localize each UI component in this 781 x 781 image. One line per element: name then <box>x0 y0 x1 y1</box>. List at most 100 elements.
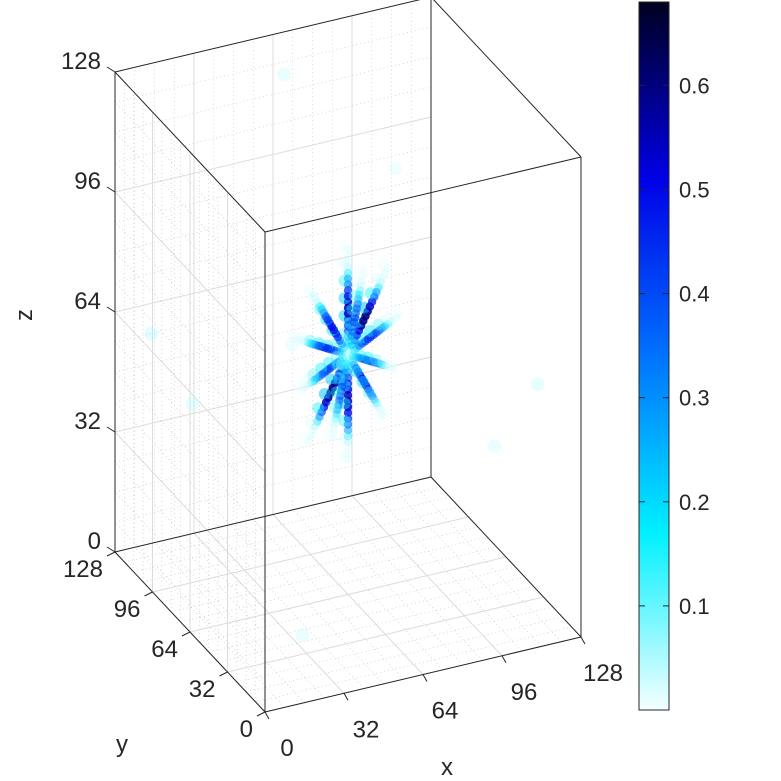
data-point <box>328 433 337 442</box>
grid-line <box>391 486 542 647</box>
data-point <box>304 436 313 446</box>
data-point <box>395 310 404 320</box>
data-point <box>343 268 353 278</box>
data-point <box>387 161 402 176</box>
z-tick-label: 32 <box>74 408 101 435</box>
data-point <box>305 416 318 429</box>
data-point <box>380 412 389 422</box>
data-point <box>315 301 324 311</box>
grid-line <box>154 542 305 703</box>
y-tick-label: 32 <box>189 676 216 703</box>
y-tick-label: 64 <box>151 636 178 663</box>
data-point <box>329 428 338 437</box>
data-point <box>333 405 342 414</box>
data-point <box>343 455 353 464</box>
data-point <box>330 386 343 399</box>
data-point <box>358 272 367 281</box>
data-point <box>354 262 367 275</box>
data-point <box>318 387 331 400</box>
z-tick-label: 64 <box>74 288 101 315</box>
data-point <box>487 439 502 454</box>
grid-line <box>114 491 266 653</box>
grid-line <box>173 537 325 699</box>
data-point <box>310 376 319 385</box>
data-point <box>343 414 353 423</box>
z-tick-mark <box>106 306 116 313</box>
data-point <box>390 364 399 373</box>
grid-line <box>114 521 266 683</box>
data-point <box>308 427 318 436</box>
box-edge <box>430 476 582 638</box>
data-point <box>371 272 384 285</box>
data-point <box>304 380 314 389</box>
colorbar-tick-label: 0.3 <box>679 386 710 411</box>
axes-box-front <box>114 0 582 713</box>
data-point <box>377 360 386 369</box>
data-point <box>392 313 401 322</box>
data-point <box>331 359 344 372</box>
grid-line <box>114 101 266 263</box>
data-point <box>344 355 357 368</box>
data-point <box>307 368 320 381</box>
data-point <box>350 365 363 378</box>
data-point <box>343 291 353 301</box>
x-tick-mark <box>343 693 349 701</box>
data-point <box>301 337 310 347</box>
data-point <box>295 336 304 345</box>
data-point <box>345 341 354 350</box>
data-point <box>374 359 384 368</box>
data-point <box>355 290 364 299</box>
colorbar-tick-label: 0.4 <box>679 282 710 307</box>
data-point <box>381 268 390 278</box>
x-tick-mark <box>580 636 586 645</box>
data-point <box>298 336 307 346</box>
data-point <box>385 362 394 371</box>
x-tick-mark <box>422 674 428 682</box>
data-point <box>380 321 390 331</box>
data-point <box>374 407 387 420</box>
data-point <box>329 423 339 433</box>
colorbar-tick-label: 0.2 <box>679 490 710 515</box>
y-tick-label: 96 <box>114 596 141 623</box>
data-point <box>299 431 312 444</box>
y-tick-label: 0 <box>240 716 253 743</box>
data-point <box>342 359 351 368</box>
data-point <box>387 363 397 372</box>
x-tick-label: 0 <box>280 735 293 762</box>
data-point <box>277 67 292 82</box>
colorbar-tick-label: 0.5 <box>679 177 710 202</box>
z-tick-label: 128 <box>61 48 101 75</box>
grid-line <box>114 461 266 623</box>
data-point <box>310 422 320 431</box>
box-edge <box>264 156 582 233</box>
data-point <box>389 305 402 318</box>
data-point <box>343 251 353 260</box>
data-point <box>303 338 313 347</box>
grid-line <box>114 131 266 293</box>
data-point <box>328 399 341 412</box>
data-point <box>357 276 367 286</box>
data-point <box>380 360 389 370</box>
y-tick-label: 128 <box>63 556 103 583</box>
data-point <box>312 374 322 383</box>
data-point <box>299 374 312 387</box>
grid-line <box>114 341 266 503</box>
y-tick-mark <box>106 551 116 557</box>
data-point <box>356 281 366 290</box>
data-point <box>354 295 363 304</box>
y-tick-mark <box>219 671 228 677</box>
data-point <box>185 396 200 411</box>
data-point <box>343 280 353 289</box>
data-point <box>311 294 320 304</box>
grid-line <box>410 481 562 642</box>
data-point <box>530 377 545 392</box>
data-point <box>343 303 353 313</box>
grid-line <box>331 500 483 661</box>
data-point <box>338 414 351 427</box>
data-point <box>332 410 341 419</box>
grid-line <box>114 236 432 313</box>
grid-line <box>233 523 384 685</box>
data-point <box>302 282 315 295</box>
data-point <box>338 239 351 252</box>
